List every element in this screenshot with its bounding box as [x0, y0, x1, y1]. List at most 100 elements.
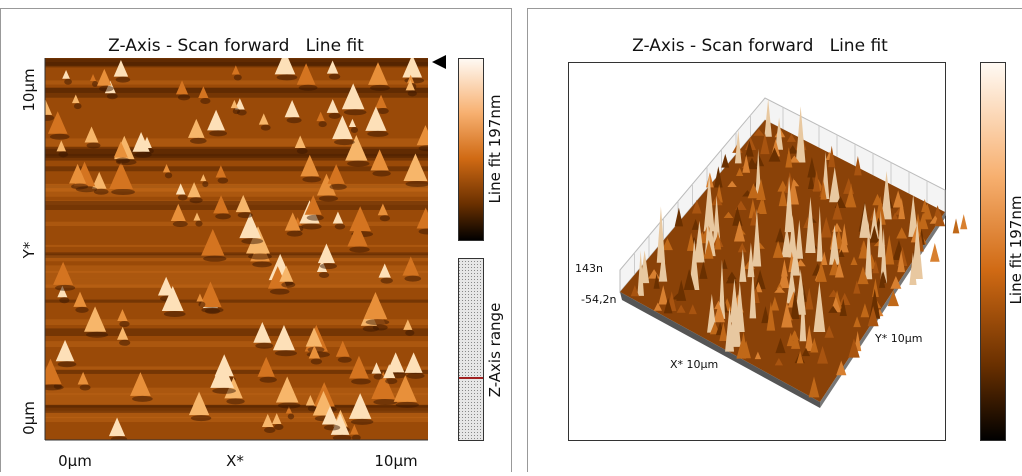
texture [281, 282, 295, 288]
texture [116, 157, 130, 163]
texture [334, 139, 355, 145]
texture [270, 289, 290, 295]
texture [119, 321, 129, 327]
texture [45, 271, 428, 279]
texture [86, 332, 108, 338]
texture [288, 413, 294, 419]
texture [55, 285, 75, 291]
texture [132, 396, 153, 402]
texture [351, 378, 371, 384]
texture [203, 256, 226, 262]
x-right: 10µm [374, 452, 417, 470]
texture [238, 212, 253, 218]
x3d-label: X* 10µm [670, 358, 718, 371]
texture [119, 340, 130, 346]
texture [75, 307, 88, 313]
texture [45, 149, 428, 158]
texture [367, 131, 388, 137]
texture [201, 307, 223, 313]
texture [347, 161, 369, 167]
texture [64, 79, 72, 85]
texture [319, 121, 327, 127]
texture [234, 74, 242, 80]
texture [287, 117, 302, 123]
texture [301, 223, 321, 229]
texture [299, 85, 318, 91]
z-min: -54,2n [581, 293, 616, 306]
texture [307, 215, 324, 221]
texture [45, 300, 428, 303]
texture [278, 402, 301, 408]
texture [241, 238, 263, 244]
texture [45, 255, 428, 261]
texture [74, 103, 82, 109]
texture [80, 384, 91, 390]
texture [215, 213, 231, 219]
texture [330, 184, 347, 190]
texture [372, 171, 390, 177]
texture [202, 181, 208, 187]
colorbar [459, 59, 484, 241]
texture [374, 374, 384, 380]
texture [320, 263, 337, 269]
texture [311, 358, 322, 364]
texture [252, 261, 272, 267]
texture [277, 74, 298, 80]
texture [351, 419, 373, 425]
texture [363, 326, 379, 332]
range-label: Z-Axis range [486, 303, 504, 398]
texture [405, 181, 429, 187]
texture [261, 125, 271, 131]
texture [212, 388, 236, 394]
texture [45, 366, 428, 369]
texture [191, 415, 211, 421]
texture [373, 399, 397, 405]
texture [408, 90, 417, 96]
texture [178, 194, 188, 200]
texture [200, 98, 210, 104]
texture [45, 201, 428, 210]
texture [218, 177, 229, 183]
texture [344, 109, 367, 115]
texture [407, 373, 425, 379]
texture [404, 276, 421, 282]
texture [248, 254, 272, 260]
texture [385, 378, 397, 384]
left-title: Z-Axis - Scan forward Line fit [108, 36, 364, 56]
texture [99, 86, 114, 92]
texture [59, 151, 69, 157]
texture [165, 172, 172, 178]
texture [107, 93, 118, 99]
texture [116, 77, 130, 83]
range-bar[interactable] [459, 259, 484, 441]
texture [198, 301, 205, 307]
texture [50, 134, 70, 140]
texture [396, 402, 419, 408]
y3d-label: Y* 10µm [874, 332, 922, 345]
texture [297, 148, 308, 154]
texture [381, 278, 393, 284]
texture [274, 424, 283, 430]
texture [111, 189, 135, 195]
texture [45, 138, 428, 146]
y-label: Y* [20, 241, 38, 259]
colorbar-label: Line fit 197nm [486, 95, 504, 204]
texture [349, 247, 369, 253]
texture [233, 108, 240, 114]
z-max: 143n [575, 262, 603, 275]
texture [45, 284, 428, 287]
texture [45, 59, 428, 66]
texture [370, 85, 390, 91]
texture [164, 311, 186, 317]
x-left: 0µm [58, 452, 92, 470]
colorbar-3d [981, 63, 1006, 441]
texture [45, 245, 428, 247]
x-label: X* [226, 452, 244, 470]
texture [190, 138, 207, 144]
texture [178, 94, 190, 100]
texture [338, 357, 352, 363]
texture [45, 370, 428, 374]
texture [324, 425, 340, 431]
texture [377, 108, 389, 114]
